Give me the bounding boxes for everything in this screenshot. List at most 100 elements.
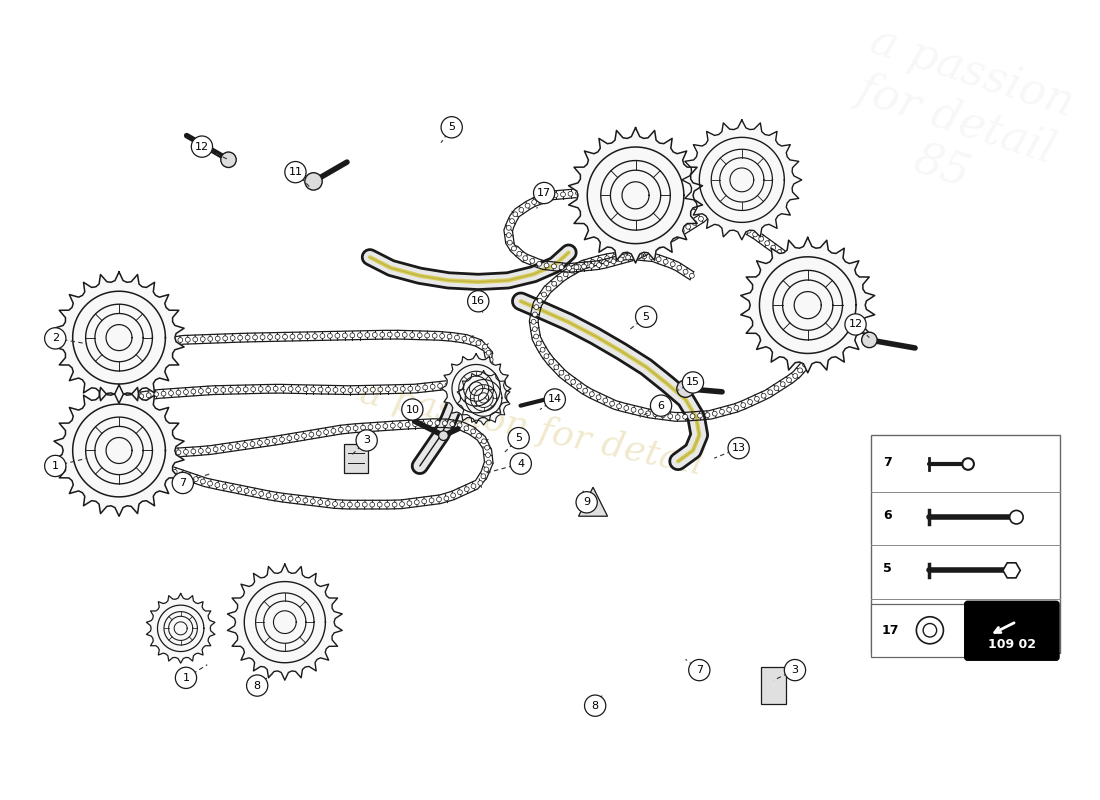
Text: 4: 4 xyxy=(517,458,525,469)
Circle shape xyxy=(676,266,682,270)
Circle shape xyxy=(538,298,542,303)
Circle shape xyxy=(154,451,158,456)
Circle shape xyxy=(551,264,557,269)
Text: 7: 7 xyxy=(883,455,892,469)
Text: a passion
for detail
85: a passion for detail 85 xyxy=(834,19,1079,220)
Circle shape xyxy=(650,395,672,416)
Circle shape xyxy=(728,438,749,459)
Circle shape xyxy=(257,441,262,446)
Circle shape xyxy=(748,399,752,404)
Circle shape xyxy=(124,449,129,454)
Circle shape xyxy=(333,387,338,392)
Circle shape xyxy=(336,334,340,338)
Circle shape xyxy=(476,434,482,438)
Circle shape xyxy=(734,221,738,226)
Circle shape xyxy=(740,402,746,407)
Circle shape xyxy=(198,449,204,454)
Circle shape xyxy=(583,191,587,196)
Circle shape xyxy=(730,176,736,181)
Circle shape xyxy=(370,502,375,507)
Circle shape xyxy=(258,491,264,496)
Circle shape xyxy=(221,387,226,392)
Circle shape xyxy=(626,255,630,260)
Circle shape xyxy=(649,254,654,259)
Circle shape xyxy=(484,364,490,369)
Circle shape xyxy=(440,334,444,338)
Circle shape xyxy=(422,385,428,390)
Polygon shape xyxy=(740,238,874,373)
Circle shape xyxy=(583,388,587,393)
Circle shape xyxy=(261,335,265,340)
Circle shape xyxy=(350,333,355,338)
Circle shape xyxy=(162,451,166,456)
Circle shape xyxy=(168,390,174,395)
Circle shape xyxy=(444,496,449,501)
Circle shape xyxy=(777,250,782,254)
Circle shape xyxy=(302,498,308,503)
Circle shape xyxy=(471,429,475,434)
Circle shape xyxy=(403,333,407,338)
Circle shape xyxy=(590,392,594,397)
Circle shape xyxy=(288,386,293,391)
Circle shape xyxy=(398,422,403,427)
Circle shape xyxy=(361,426,365,430)
Circle shape xyxy=(818,337,823,342)
Circle shape xyxy=(663,194,669,199)
Circle shape xyxy=(168,450,174,455)
Circle shape xyxy=(481,474,486,478)
Circle shape xyxy=(584,695,606,716)
Circle shape xyxy=(320,334,324,338)
Circle shape xyxy=(653,243,658,248)
Circle shape xyxy=(124,396,129,401)
Circle shape xyxy=(746,228,751,233)
Circle shape xyxy=(774,386,779,390)
Circle shape xyxy=(458,490,462,494)
Circle shape xyxy=(258,386,263,391)
Text: 15: 15 xyxy=(686,378,700,387)
Circle shape xyxy=(441,117,462,138)
Circle shape xyxy=(539,197,543,202)
Circle shape xyxy=(923,623,937,637)
Circle shape xyxy=(525,203,530,208)
Polygon shape xyxy=(458,371,510,425)
Circle shape xyxy=(267,334,273,339)
FancyBboxPatch shape xyxy=(761,667,786,704)
Text: 7: 7 xyxy=(179,478,186,488)
Circle shape xyxy=(295,434,299,439)
Text: 5: 5 xyxy=(642,312,650,322)
Circle shape xyxy=(243,387,249,392)
Circle shape xyxy=(122,356,128,361)
Circle shape xyxy=(45,328,66,349)
Circle shape xyxy=(546,286,551,291)
Text: 1: 1 xyxy=(183,673,189,683)
Circle shape xyxy=(179,472,184,477)
Circle shape xyxy=(287,436,292,441)
Circle shape xyxy=(213,388,218,393)
Circle shape xyxy=(673,232,678,237)
Text: 5: 5 xyxy=(448,122,455,132)
Circle shape xyxy=(285,162,306,182)
Circle shape xyxy=(373,333,377,338)
Circle shape xyxy=(318,387,323,392)
Circle shape xyxy=(692,221,697,226)
Circle shape xyxy=(571,379,575,384)
Circle shape xyxy=(430,384,436,389)
Polygon shape xyxy=(54,385,184,516)
Text: 8: 8 xyxy=(254,681,261,690)
Circle shape xyxy=(326,501,330,506)
Circle shape xyxy=(114,390,120,394)
Circle shape xyxy=(417,333,422,338)
Circle shape xyxy=(700,206,704,210)
Circle shape xyxy=(690,414,695,418)
Circle shape xyxy=(251,386,255,392)
Circle shape xyxy=(154,392,158,397)
Circle shape xyxy=(532,326,537,331)
Circle shape xyxy=(559,370,564,375)
Circle shape xyxy=(705,413,710,418)
Circle shape xyxy=(144,459,150,464)
Text: 6: 6 xyxy=(658,401,664,410)
Circle shape xyxy=(235,387,241,392)
Circle shape xyxy=(117,397,121,402)
Polygon shape xyxy=(1003,563,1021,578)
Circle shape xyxy=(544,389,565,410)
